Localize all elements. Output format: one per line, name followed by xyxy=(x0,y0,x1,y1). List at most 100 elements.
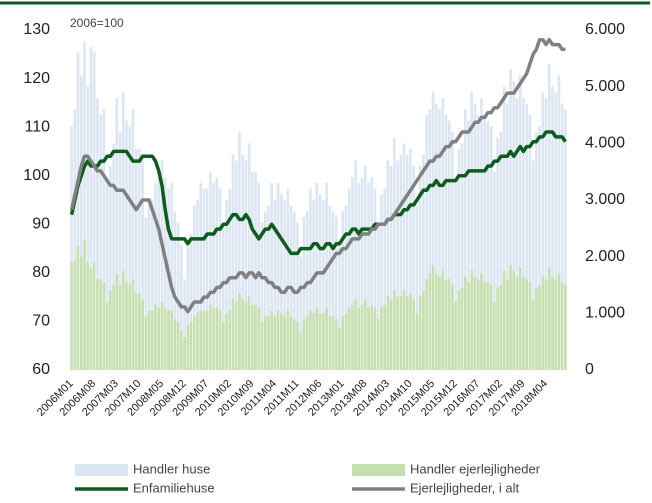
bar xyxy=(515,98,519,370)
bar xyxy=(176,222,180,370)
bar xyxy=(460,143,464,370)
bar xyxy=(509,69,512,371)
bar xyxy=(183,337,186,370)
bar xyxy=(289,316,293,370)
bar xyxy=(502,86,506,371)
bar xyxy=(202,310,206,370)
y-tick-label: 100 xyxy=(23,167,50,184)
y-tick-label: 110 xyxy=(24,118,50,135)
bar xyxy=(163,177,167,370)
bar xyxy=(438,109,441,370)
bar xyxy=(109,290,112,370)
bar xyxy=(457,149,461,370)
bar xyxy=(373,188,377,370)
bar xyxy=(102,109,106,370)
bar xyxy=(86,262,90,370)
bar xyxy=(180,330,183,370)
bar xyxy=(241,154,244,370)
bar xyxy=(364,166,367,370)
bar xyxy=(483,115,486,370)
y-tick-label: 130 xyxy=(23,21,50,38)
bar xyxy=(405,296,409,370)
bar xyxy=(370,177,374,370)
bar xyxy=(347,307,351,370)
bar xyxy=(322,200,325,370)
bar xyxy=(102,282,106,370)
bar xyxy=(144,316,148,370)
bar xyxy=(541,276,545,370)
bar xyxy=(480,98,483,370)
bar xyxy=(328,205,332,370)
bar xyxy=(276,183,280,370)
bar xyxy=(280,313,283,370)
bar xyxy=(228,310,232,370)
bar xyxy=(163,307,167,370)
bar xyxy=(83,239,86,370)
bar xyxy=(535,287,538,370)
bar xyxy=(467,282,470,370)
bar xyxy=(357,307,361,370)
bar xyxy=(425,115,428,370)
bar xyxy=(128,126,131,370)
bar xyxy=(544,279,548,370)
bar xyxy=(499,132,503,370)
bar xyxy=(435,273,438,370)
bar xyxy=(380,194,383,370)
bar xyxy=(286,188,290,370)
bar xyxy=(370,304,374,370)
bar xyxy=(286,310,290,370)
bar xyxy=(254,171,257,370)
bar xyxy=(334,217,338,370)
bar xyxy=(80,256,83,370)
bar xyxy=(428,109,432,370)
bar xyxy=(147,200,151,370)
bar xyxy=(160,160,164,370)
bar xyxy=(531,299,535,370)
bar xyxy=(383,304,386,370)
bar xyxy=(157,177,161,370)
bar xyxy=(218,188,222,370)
bar xyxy=(486,282,490,370)
bar xyxy=(238,293,241,370)
bar xyxy=(547,268,551,370)
bar xyxy=(186,245,190,370)
bar xyxy=(267,316,270,370)
bar xyxy=(231,154,235,370)
bar xyxy=(173,319,177,370)
bar xyxy=(451,132,454,370)
bar xyxy=(309,188,312,370)
bar xyxy=(454,302,457,370)
bar xyxy=(393,290,396,370)
bar xyxy=(199,310,202,370)
legend-swatch xyxy=(352,464,405,476)
bar xyxy=(454,177,457,370)
bar xyxy=(118,285,122,370)
bar xyxy=(167,310,170,370)
bar xyxy=(293,319,296,370)
bar xyxy=(96,98,99,370)
y-tick-label: 80 xyxy=(32,264,50,281)
bar xyxy=(399,296,403,370)
bar xyxy=(105,177,109,370)
bar xyxy=(215,177,219,370)
bar xyxy=(212,307,215,370)
y-tick-label: 60 xyxy=(32,361,50,378)
bar xyxy=(244,160,248,370)
y2-tick-label: 4.000 xyxy=(585,135,625,152)
bar xyxy=(389,299,393,370)
bar xyxy=(212,183,215,370)
bar xyxy=(399,154,403,370)
bar xyxy=(299,256,303,370)
bar xyxy=(196,200,199,370)
y2-tick-label: 1.000 xyxy=(585,305,625,322)
bar xyxy=(70,262,73,370)
bar xyxy=(125,282,128,370)
bar xyxy=(518,75,522,370)
bar xyxy=(112,143,115,370)
bar xyxy=(296,222,299,370)
bar xyxy=(344,313,348,370)
bar xyxy=(325,307,328,370)
bar xyxy=(470,92,474,370)
bar xyxy=(473,276,477,370)
bar xyxy=(422,154,425,370)
